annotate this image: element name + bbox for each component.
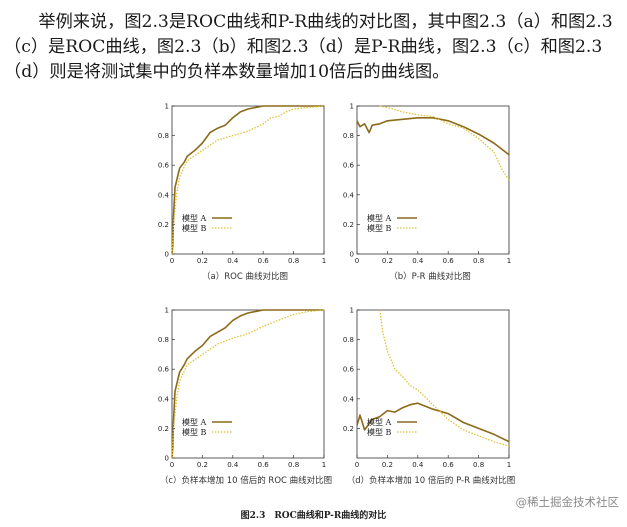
legend-label: 模型 B	[182, 223, 207, 233]
chart-roc-10x-negatives: 0 0.2 0.4 0.6 0.8 1 0 0.2 0.4 0.6 0.8 1 模型 A 模型 B	[158, 302, 330, 470]
x-tick-label: 0.4	[412, 257, 424, 265]
y-tick-label: 0.2	[158, 221, 169, 229]
chart-pr-original: 0 0.2 0.4 0.6 0.8 1 0 0.2 0.4 0.6 0.8 1 模型 A 模型 B	[343, 98, 515, 266]
y-tick-label: 0.6	[158, 366, 170, 374]
legend-label: 模型 B	[367, 223, 392, 233]
legend-label: 模型 A	[367, 417, 392, 427]
y-tick-label: 0.4	[343, 191, 355, 199]
y-tick-label: 0.6	[343, 162, 355, 170]
subcaption-d: （d）负样本增加 10 倍后的 P-R 曲线对比图	[346, 476, 516, 486]
chart-pr-10x-negatives: 0 0.2 0.4 0.6 0.8 1 0.2 0.4 0.6 0.8 1 模型 A 模型 B	[343, 302, 515, 470]
x-tick-label: 0.8	[288, 461, 299, 469]
y-tick-label: 0.2	[343, 425, 354, 433]
subcaption-c: （c）负样本增加 10 倍后的 ROC 曲线对比图	[159, 476, 333, 486]
x-tick-label: 0.2	[197, 257, 208, 265]
x-tick-label: 0.6	[258, 257, 270, 265]
series-line-model-a	[171, 309, 324, 459]
y-tick-label: 0.8	[158, 336, 169, 344]
series-line-model-a	[356, 116, 510, 156]
chart-svg: 0 0.2 0.4 0.6 0.8 1 0 0.2 0.4 0.6 0.8 1 模型 A模型 B	[158, 103, 326, 266]
y-tick-label: 0.6	[158, 162, 170, 170]
chart-svg: 0 0.2 0.4 0.6 0.8 1 0 0.2 0.4 0.6 0.8 1 模型 A模型 B	[343, 103, 511, 266]
chart-svg: 0 0.2 0.4 0.6 0.8 1 0.2 0.4 0.6 0.8 1 模型 A模型 B	[343, 307, 511, 470]
chart-roc-original: 0 0.2 0.4 0.6 0.8 1 0 0.2 0.4 0.6 0.8 1 模型 A 模型 B	[158, 98, 330, 266]
x-tick-label: 0.6	[258, 461, 270, 469]
watermark: @稀土掘金技术社区	[515, 495, 620, 509]
x-tick-label: 0.2	[382, 257, 393, 265]
x-tick-label: 0.2	[197, 461, 208, 469]
x-tick-label: 0.8	[473, 257, 484, 265]
y-tick-label: 0	[165, 251, 169, 259]
x-tick-label: 1	[507, 461, 511, 469]
y-tick-label: 0.4	[158, 191, 170, 199]
y-tick-label: 0.4	[343, 395, 355, 403]
x-tick-label: 0.8	[288, 257, 299, 265]
series-line-model-b	[171, 105, 325, 255]
y-tick-label: 0.2	[343, 221, 354, 229]
subcaption-a: （a）ROC 曲线对比图	[202, 272, 288, 282]
x-tick-label: 1	[322, 257, 326, 265]
legend-label: 模型 A	[367, 213, 392, 223]
legend-label: 模型 B	[182, 427, 207, 437]
y-tick-label: 1	[165, 307, 169, 315]
y-tick-label: 0.8	[343, 336, 354, 344]
legend-label: 模型 A	[182, 417, 207, 427]
legend-label: 模型 A	[182, 213, 207, 223]
y-tick-label: 0	[350, 251, 354, 259]
series-line-model-b	[379, 105, 510, 181]
figure-caption: 图2.3 ROC曲线和P-R曲线的对比	[240, 511, 387, 521]
x-tick-label: 0.4	[227, 461, 239, 469]
y-tick-label: 1	[350, 307, 354, 315]
series-line-model-a	[171, 105, 324, 255]
chart-svg: 0 0.2 0.4 0.6 0.8 1 0 0.2 0.4 0.6 0.8 1 模型 A模型 B	[158, 307, 326, 470]
plot-frame	[356, 309, 510, 459]
x-tick-label: 0.4	[227, 257, 239, 265]
series-line-model-b	[379, 309, 510, 447]
plot-frame	[171, 309, 325, 459]
x-tick-label: 1	[507, 257, 511, 265]
y-tick-label: 0.8	[343, 132, 354, 140]
y-tick-label: 0	[165, 455, 169, 463]
legend-label: 模型 B	[367, 427, 392, 437]
x-tick-label: 1	[322, 461, 326, 469]
x-tick-label: 0	[170, 461, 174, 469]
x-tick-label: 0.4	[412, 461, 424, 469]
y-tick-label: 0.2	[158, 425, 169, 433]
x-tick-label: 0.8	[473, 461, 484, 469]
y-tick-label: 1	[165, 103, 169, 111]
x-tick-label: 0.6	[443, 461, 455, 469]
plot-frame	[171, 105, 325, 255]
x-tick-label: 0	[355, 461, 359, 469]
y-tick-label: 0.8	[158, 132, 169, 140]
plot-frame	[356, 105, 510, 255]
y-tick-label: 0.4	[158, 395, 170, 403]
x-tick-label: 0	[170, 257, 174, 265]
x-tick-label: 0.2	[382, 461, 393, 469]
y-tick-label: 0.6	[343, 366, 355, 374]
body-paragraph: 举例来说，图2.3是ROC曲线和P-R曲线的对比图，其中图2.3（a）和图2.3…	[4, 12, 613, 82]
subcaption-b: （b）P-R 曲线对比图	[389, 272, 471, 282]
x-tick-label: 0	[355, 257, 359, 265]
x-tick-label: 0.6	[443, 257, 455, 265]
series-line-model-a	[356, 402, 510, 443]
y-tick-label: 1	[350, 103, 354, 111]
series-line-model-b	[171, 309, 325, 459]
